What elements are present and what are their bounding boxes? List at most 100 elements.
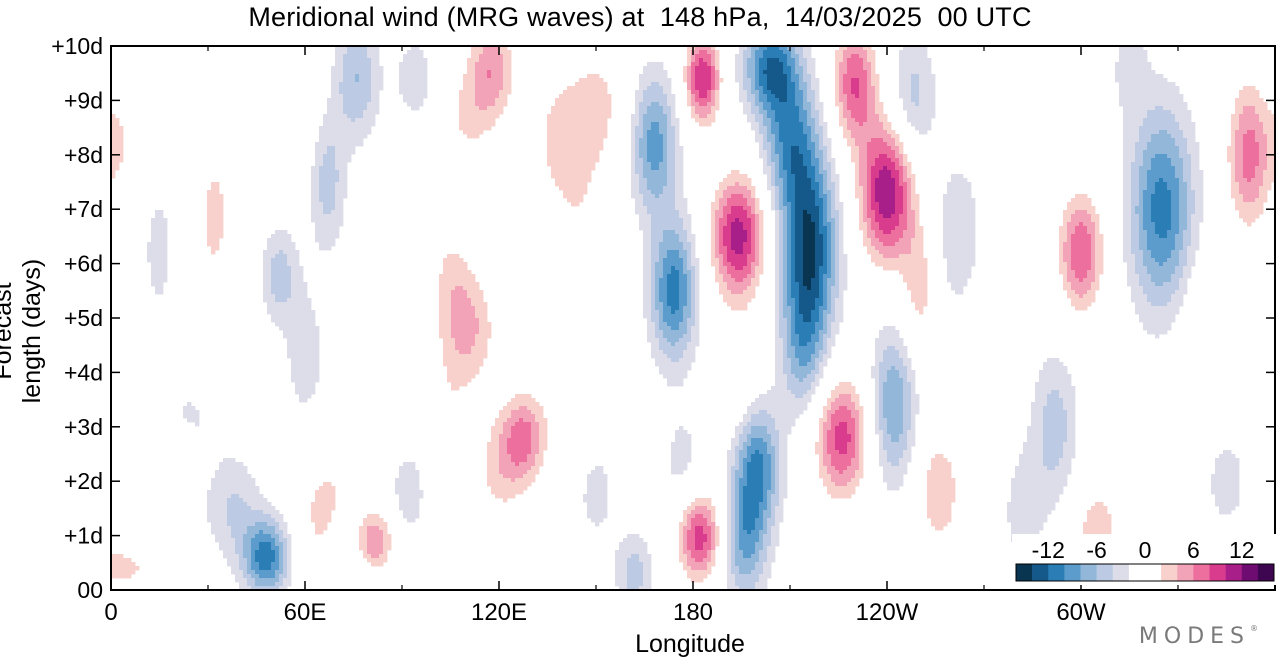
heatmap-cell bbox=[411, 102, 416, 107]
heatmap-cell bbox=[791, 102, 796, 107]
heatmap-cell bbox=[1123, 98, 1128, 103]
heatmap-cell bbox=[599, 118, 604, 123]
heatmap-cell bbox=[363, 110, 368, 115]
heatmap-cell bbox=[1159, 166, 1164, 171]
heatmap-cell bbox=[735, 174, 740, 179]
heatmap-cell bbox=[1251, 190, 1256, 195]
heatmap-cell bbox=[859, 130, 864, 135]
heatmap-cell bbox=[1263, 162, 1268, 167]
heatmap-cell bbox=[647, 62, 652, 67]
heatmap-cell bbox=[551, 162, 556, 167]
heatmap-cell bbox=[667, 106, 672, 111]
heatmap-cell bbox=[1267, 142, 1272, 147]
heatmap-cell bbox=[1191, 186, 1196, 191]
heatmap-cell bbox=[799, 170, 804, 175]
heatmap-cell bbox=[327, 218, 332, 223]
heatmap-cell bbox=[635, 146, 640, 151]
heatmap-cell bbox=[919, 94, 924, 99]
heatmap-cell bbox=[871, 214, 876, 219]
heatmap-cell bbox=[827, 186, 832, 191]
heatmap-cell bbox=[1155, 130, 1160, 135]
heatmap-cell bbox=[1167, 118, 1172, 123]
heatmap-cell bbox=[359, 78, 364, 83]
heatmap-cell bbox=[807, 82, 812, 87]
heatmap-cell bbox=[1163, 110, 1168, 115]
heatmap-cell bbox=[823, 122, 828, 127]
heatmap-cell bbox=[1239, 162, 1244, 167]
heatmap-cell bbox=[659, 62, 664, 67]
heatmap-cell bbox=[911, 82, 916, 87]
heatmap-cell bbox=[1267, 178, 1272, 183]
heatmap-cell bbox=[639, 158, 644, 163]
heatmap-cell bbox=[503, 102, 508, 107]
heatmap-cell bbox=[603, 90, 608, 95]
heatmap-cell bbox=[823, 142, 828, 147]
heatmap-cell bbox=[811, 114, 816, 119]
heatmap-cell bbox=[1187, 222, 1192, 227]
heatmap-cell bbox=[647, 198, 652, 203]
heatmap-cell bbox=[767, 70, 772, 75]
heatmap-cell bbox=[215, 182, 220, 187]
heatmap-cell bbox=[763, 146, 768, 151]
heatmap-cell bbox=[631, 142, 636, 147]
heatmap-cell bbox=[1187, 150, 1192, 155]
heatmap-cell bbox=[1231, 158, 1236, 163]
heatmap-cell bbox=[1147, 74, 1152, 79]
heatmap-cell bbox=[487, 110, 492, 115]
heatmap-cell bbox=[863, 190, 868, 195]
heatmap-cell bbox=[1143, 74, 1148, 79]
heatmap-cell bbox=[559, 178, 564, 183]
heatmap-cell bbox=[471, 118, 476, 123]
heatmap-cell bbox=[1243, 194, 1248, 199]
heatmap-cell bbox=[1143, 54, 1148, 59]
heatmap-cell bbox=[1127, 122, 1132, 127]
heatmap-cell bbox=[1159, 218, 1164, 223]
heatmap-cell bbox=[791, 202, 796, 207]
heatmap-cell bbox=[571, 106, 576, 111]
heatmap-cell bbox=[327, 186, 332, 191]
heatmap-cell bbox=[423, 82, 428, 87]
heatmap-cell bbox=[843, 62, 848, 67]
heatmap-cell bbox=[719, 78, 724, 83]
heatmap-cell bbox=[735, 70, 740, 75]
heatmap-cell bbox=[803, 166, 808, 171]
heatmap-cell bbox=[1147, 98, 1152, 103]
heatmap-cell bbox=[1063, 218, 1068, 223]
heatmap-cell bbox=[599, 102, 604, 107]
heatmap-cell bbox=[931, 74, 936, 79]
heatmap-cell bbox=[739, 78, 744, 83]
heatmap-cell bbox=[475, 122, 480, 127]
heatmap-cell bbox=[1123, 210, 1128, 215]
heatmap-cell bbox=[119, 154, 124, 159]
heatmap-cell bbox=[927, 110, 932, 115]
heatmap-cell bbox=[339, 46, 344, 51]
heatmap-cell bbox=[1179, 170, 1184, 175]
heatmap-cell bbox=[667, 110, 672, 115]
heatmap-cell bbox=[911, 174, 916, 179]
heatmap-cell bbox=[1123, 62, 1128, 67]
heatmap-cell bbox=[671, 138, 676, 143]
heatmap-cell bbox=[859, 86, 864, 91]
heatmap-cell bbox=[807, 170, 812, 175]
heatmap-cell bbox=[323, 210, 328, 215]
heatmap-cell bbox=[471, 46, 476, 51]
heatmap-cell bbox=[1163, 98, 1168, 103]
heatmap-cell bbox=[647, 134, 652, 139]
heatmap-cell bbox=[559, 114, 564, 119]
heatmap-cell bbox=[947, 202, 952, 207]
heatmap-cell bbox=[763, 78, 768, 83]
heatmap-cell bbox=[647, 202, 652, 207]
heatmap-cell bbox=[967, 186, 972, 191]
heatmap-cell bbox=[367, 70, 372, 75]
heatmap-cell bbox=[1259, 150, 1264, 155]
heatmap-cell bbox=[1071, 214, 1076, 219]
heatmap-cell bbox=[583, 158, 588, 163]
heatmap-cell bbox=[875, 226, 880, 231]
heatmap-cell bbox=[751, 114, 756, 119]
heatmap-cell bbox=[711, 58, 716, 63]
heatmap-cell bbox=[343, 126, 348, 131]
heatmap-cell bbox=[1143, 230, 1148, 235]
heatmap-cell bbox=[915, 74, 920, 79]
heatmap-cell bbox=[1163, 126, 1168, 131]
heatmap-cell bbox=[647, 210, 652, 215]
